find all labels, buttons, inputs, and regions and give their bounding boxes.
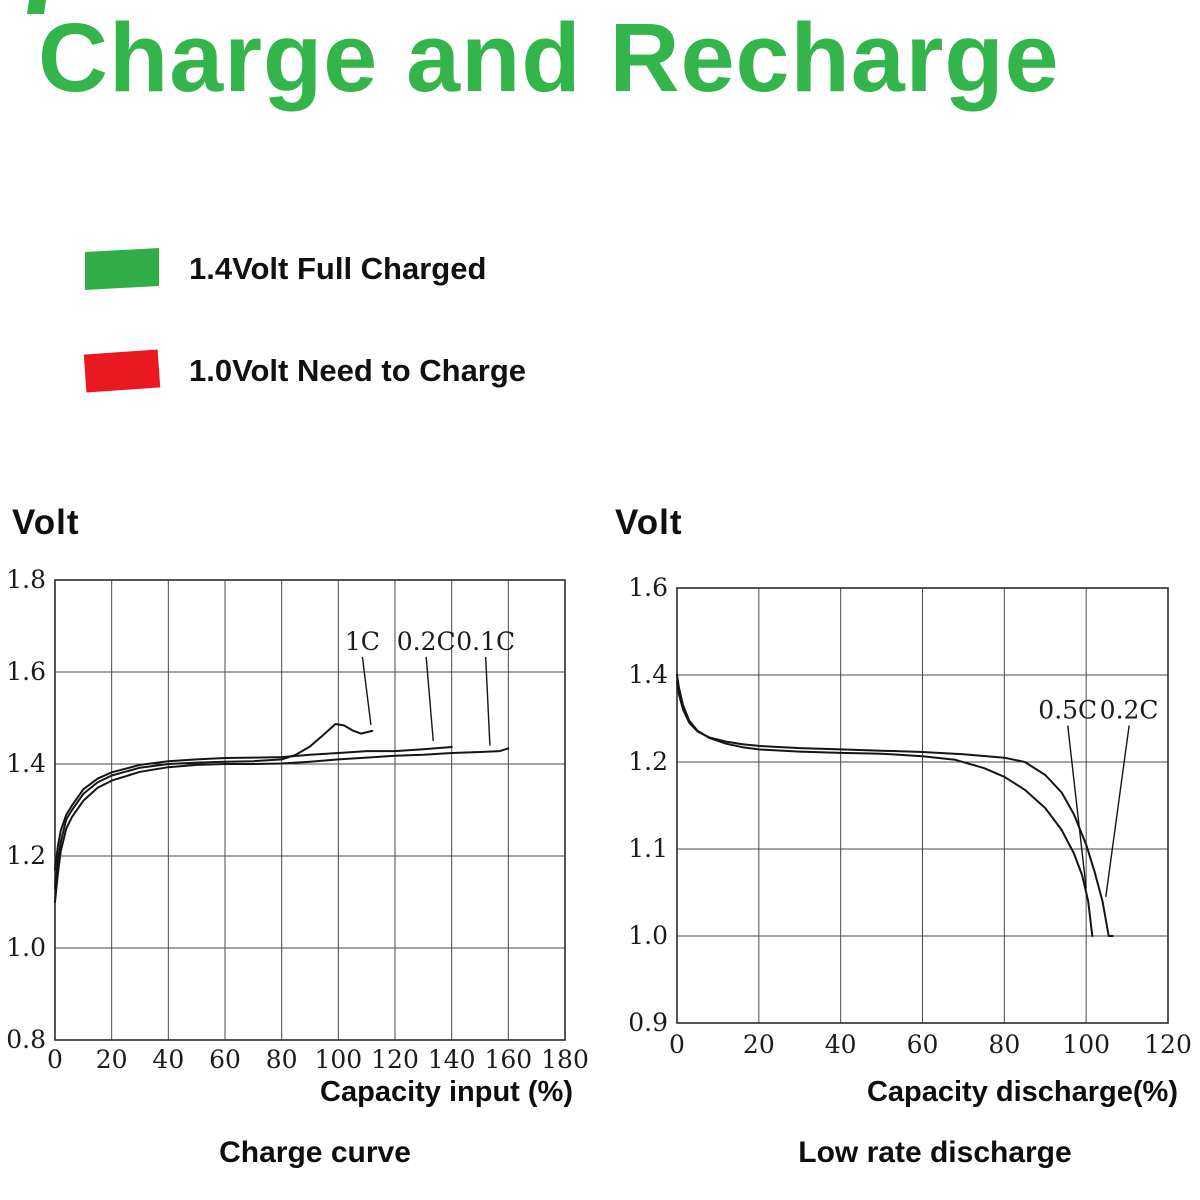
- svg-text:1.0: 1.0: [6, 933, 46, 962]
- x-axis-label-discharge: Capacity discharge(%): [866, 1076, 1178, 1108]
- svg-text:20: 20: [743, 1030, 775, 1059]
- svg-text:60: 60: [209, 1045, 241, 1074]
- svg-text:1.6: 1.6: [6, 657, 46, 686]
- svg-text:1.2: 1.2: [6, 841, 46, 870]
- red-swatch-icon: [83, 349, 161, 393]
- svg-text:140: 140: [428, 1045, 476, 1074]
- svg-text:120: 120: [1144, 1030, 1192, 1059]
- y-axis-title-discharge: Volt: [615, 503, 683, 542]
- chart-caption-charge: Charge curve: [219, 1136, 411, 1169]
- svg-text:0: 0: [47, 1045, 63, 1074]
- legend-label-need-charge: 1.0Volt Need to Charge: [189, 353, 527, 388]
- legend-item-full-charged: 1.4Volt Full Charged: [85, 248, 487, 290]
- svg-text:100: 100: [314, 1045, 362, 1074]
- svg-text:1.0: 1.0: [628, 921, 668, 950]
- svg-text:0.8: 0.8: [6, 1025, 46, 1054]
- svg-text:160: 160: [484, 1045, 532, 1074]
- svg-text:120: 120: [371, 1045, 419, 1074]
- svg-text:1.4: 1.4: [6, 749, 46, 778]
- svg-text:1.6: 1.6: [628, 573, 668, 602]
- legend-item-need-charge: 1.0Volt Need to Charge: [83, 349, 527, 393]
- svg-text:100: 100: [1062, 1030, 1110, 1059]
- svg-text:0.5C: 0.5C: [1038, 696, 1097, 725]
- svg-text:80: 80: [266, 1045, 298, 1074]
- svg-text:40: 40: [825, 1030, 857, 1059]
- page-title: Charge and Recharge: [38, 3, 1060, 112]
- svg-text:1.4: 1.4: [628, 660, 668, 689]
- svg-text:1C: 1C: [345, 627, 380, 656]
- svg-text:0: 0: [669, 1030, 685, 1059]
- y-axis-title-charge: Volt: [12, 503, 80, 542]
- low-rate-discharge-chart: 0 20 40 60 80 100 120 1.6 1.4 1.2 1.1 1.0 0.9 0.5C 0.2…: [628, 573, 1192, 1059]
- svg-text:0.9: 0.9: [628, 1008, 668, 1037]
- x-axis-label-charge: Capacity input (%): [320, 1076, 573, 1108]
- svg-text:20: 20: [96, 1045, 128, 1074]
- svg-text:0.1C: 0.1C: [456, 627, 515, 656]
- svg-text:0.2C: 0.2C: [1100, 696, 1159, 725]
- svg-text:180: 180: [541, 1045, 589, 1074]
- svg-text:1.8: 1.8: [6, 565, 46, 594]
- svg-text:1.2: 1.2: [628, 747, 668, 776]
- charge-curve-chart: 0 20 40 60 80 100 120 140 160 180 1.8 1.6 1.4 1.2 1.0 0…: [6, 565, 589, 1074]
- legend-label-full-charged: 1.4Volt Full Charged: [189, 251, 487, 286]
- svg-text:80: 80: [988, 1030, 1020, 1059]
- svg-text:0.2C: 0.2C: [397, 627, 456, 656]
- svg-text:60: 60: [907, 1030, 939, 1059]
- svg-text:1.1: 1.1: [628, 834, 668, 863]
- green-swatch-icon: [85, 248, 159, 290]
- chart-caption-discharge: Low rate discharge: [798, 1136, 1072, 1169]
- svg-text:40: 40: [152, 1045, 184, 1074]
